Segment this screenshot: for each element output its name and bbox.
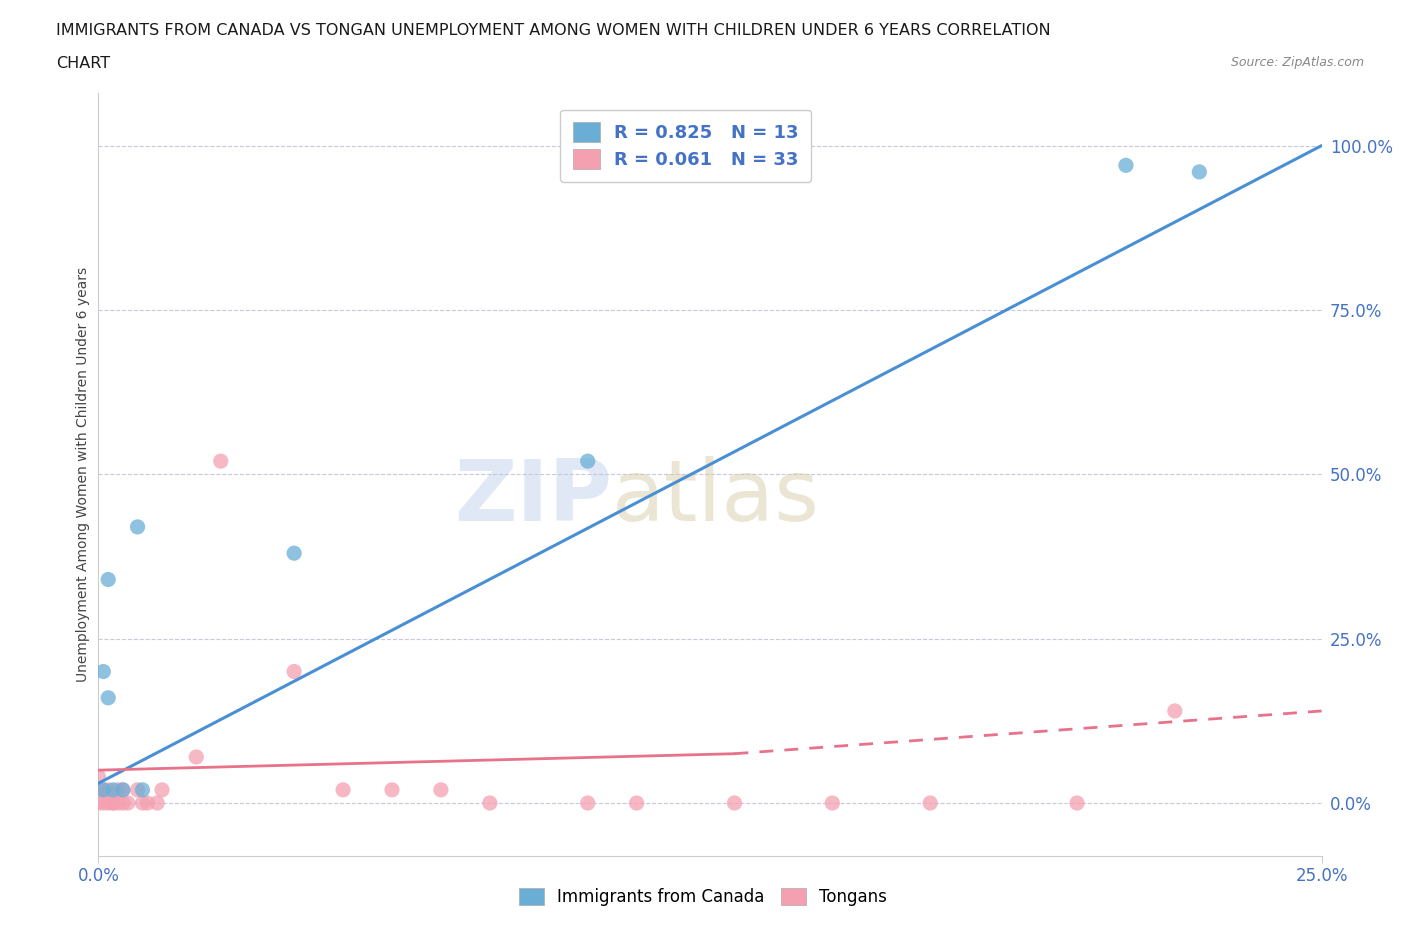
Point [111,782,134,797]
Text: Source: ZipAtlas.com: Source: ZipAtlas.com [1230,56,1364,69]
Legend: Immigrants from Canada, Tongans: Immigrants from Canada, Tongans [512,881,894,912]
Point [626,795,648,810]
Point [101,795,124,810]
Point [209,454,232,469]
Point [91,782,114,797]
Point [283,546,305,561]
Point [131,782,153,797]
Point [111,782,134,797]
Point [101,782,124,797]
Point [576,454,599,469]
Text: atlas: atlas [612,456,820,538]
Point [478,795,501,810]
Point [146,795,169,810]
Point [430,782,453,797]
Point [1115,158,1137,173]
Point [748,165,770,179]
Point [97,782,120,797]
Legend: R = 0.825   N = 13, R = 0.061   N = 33: R = 0.825 N = 13, R = 0.061 N = 33 [560,110,811,182]
Point [91,795,114,810]
Point [576,795,599,810]
Point [117,795,139,810]
Point [87,782,110,797]
Point [1188,165,1211,179]
Point [111,795,134,810]
Point [87,769,110,784]
Point [920,795,942,810]
Point [87,795,110,810]
Point [131,795,153,810]
Point [97,795,120,810]
Point [107,795,129,810]
Point [97,572,120,587]
Point [97,690,120,705]
Point [136,795,159,810]
Point [150,782,173,797]
Point [107,782,129,797]
Point [381,782,404,797]
Point [332,782,354,797]
Y-axis label: Unemployment Among Women with Children Under 6 years: Unemployment Among Women with Children U… [76,267,90,682]
Point [91,782,114,797]
Point [283,664,305,679]
Point [127,520,149,535]
Point [723,795,745,810]
Text: ZIP: ZIP [454,456,612,538]
Point [101,795,124,810]
Point [1164,703,1187,718]
Point [91,664,114,679]
Point [127,782,149,797]
Point [821,795,844,810]
Text: IMMIGRANTS FROM CANADA VS TONGAN UNEMPLOYMENT AMONG WOMEN WITH CHILDREN UNDER 6 : IMMIGRANTS FROM CANADA VS TONGAN UNEMPLO… [56,23,1050,38]
Text: CHART: CHART [56,56,110,71]
Point [186,750,208,764]
Point [1066,795,1088,810]
